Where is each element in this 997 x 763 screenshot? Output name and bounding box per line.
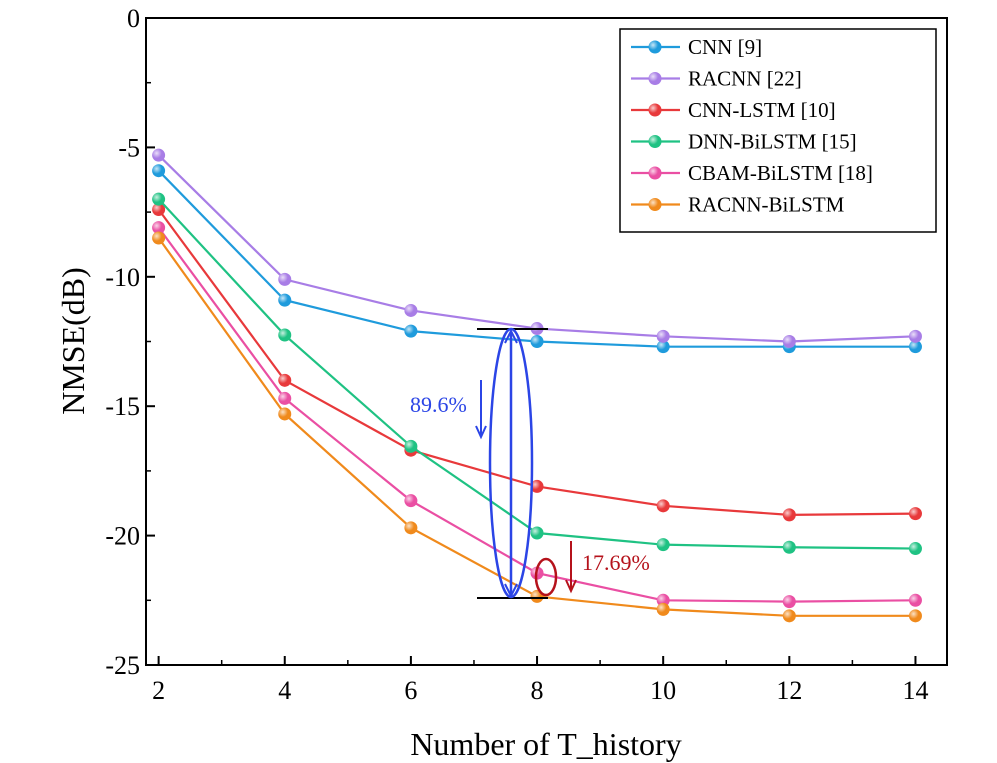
annotation-label-17: 17.69% [582,550,650,575]
data-point-shine [404,521,418,535]
data-point-shine [908,609,922,623]
series-line [157,208,916,516]
legend-entry-cbam-bilstm-18: CBAM-BiLSTM [18] [631,161,873,185]
y-tick-label: -5 [118,133,140,162]
span-arrow-down [504,583,518,599]
data-point-shine [152,221,166,235]
legend-label: RACNN-BiLSTM [688,193,845,217]
data-point-shine [908,340,922,354]
legend-label: CNN [9] [688,35,762,59]
y-tick-label: -25 [105,651,140,680]
legend-entry-racnn-22: RACNN [22] [631,67,802,91]
series-layer [152,148,922,623]
data-point-shine [530,526,544,540]
data-point-shine [908,329,922,343]
y-tick-label: -15 [105,392,140,421]
data-point-shine [782,595,796,609]
data-point-shine [656,340,670,354]
legend-entry-dnn-bilstm-15: DNN-BiLSTM [15] [631,130,857,154]
x-tick-label: 4 [278,676,291,705]
legend-swatch-shine [648,72,662,85]
legend-swatch-shine [648,40,662,54]
data-point-shine [404,439,418,453]
legend-label: CBAM-BiLSTM [18] [688,161,873,185]
legend-swatch-shine [648,135,662,148]
series-line [157,237,916,617]
y-tick-label: 0 [127,4,140,33]
x-tick-label: 14 [902,676,928,705]
data-point-shine [782,335,796,348]
down-arrowhead-blue [475,425,487,440]
data-point-shine [404,324,418,338]
improvement-annotation-89: 89.6% [410,327,548,599]
data-point-shine [656,602,670,616]
data-point-shine [530,479,544,493]
legend-swatch-shine [648,166,662,180]
x-tick-label: 12 [776,676,802,705]
data-point-shine [782,540,796,554]
data-point-shine [656,329,670,343]
data-point-shine [152,164,166,178]
x-tick-label: 2 [152,676,165,705]
x-axis-title: Number of T_history [410,726,681,762]
y-tick-label: -10 [105,263,140,292]
y-tick-label: -20 [105,522,140,551]
x-tick-label: 6 [404,676,417,705]
legend-swatch-shine [648,103,662,117]
data-point-shine [404,303,418,317]
data-point-shine [278,293,292,307]
data-point-shine [656,538,670,552]
data-point-shine [782,508,796,522]
data-point-shine [278,328,292,342]
y-axis-title: NMSE(dB) [55,267,91,415]
data-point-shine [152,203,166,217]
legend-label: CNN-LSTM [10] [688,98,836,122]
legend-entry-racnn-bilstm: RACNN-BiLSTM [631,193,845,217]
data-point-shine [908,507,922,521]
data-point-shine [908,593,922,607]
legend-swatch-shine [648,198,662,211]
series-line [157,226,916,603]
x-tick-label: 8 [531,676,544,705]
data-point-shine [656,593,670,607]
span-arrow-up [504,328,518,344]
legend-entry-cnn-lstm-10: CNN-LSTM [10] [631,98,836,122]
legend-label: DNN-BiLSTM [15] [688,130,857,154]
legend-entry-cnn-9: CNN [9] [631,35,762,59]
ticks-layer: 2 4 6 8 10 12 14 0 -5 -10 -15 -20 -25 [105,4,928,705]
down-arrowhead-red [565,579,577,594]
data-point-shine [908,542,922,556]
annotation-label-89: 89.6% [410,392,467,417]
series-cbam-bilstm-18 [152,221,922,609]
data-point-shine [656,499,670,513]
data-point-shine [404,494,418,508]
data-point-shine [530,335,544,348]
data-point-shine [152,148,166,162]
data-point-shine [278,373,292,387]
data-point-shine [278,272,292,286]
data-point-shine [152,231,166,245]
legend-label: RACNN [22] [688,67,802,91]
series-racnn-bilstm [152,231,922,623]
series-line [157,198,916,550]
data-point-shine [782,609,796,623]
series-dnn-bilstm-15 [152,192,922,556]
data-point-shine [278,407,292,421]
data-point-shine [152,192,166,206]
legend-box [619,28,937,233]
x-tick-label: 10 [650,676,676,705]
improvement-annotation-17: 17.69% [534,541,650,597]
data-point-shine [278,391,292,405]
legend: CNN [9] RACNN [22] CNN-LSTM [10] DNN-BiLSTM… [619,28,937,233]
series-cnn-lstm-10 [152,203,922,522]
highlight-ellipse-red [534,557,558,597]
